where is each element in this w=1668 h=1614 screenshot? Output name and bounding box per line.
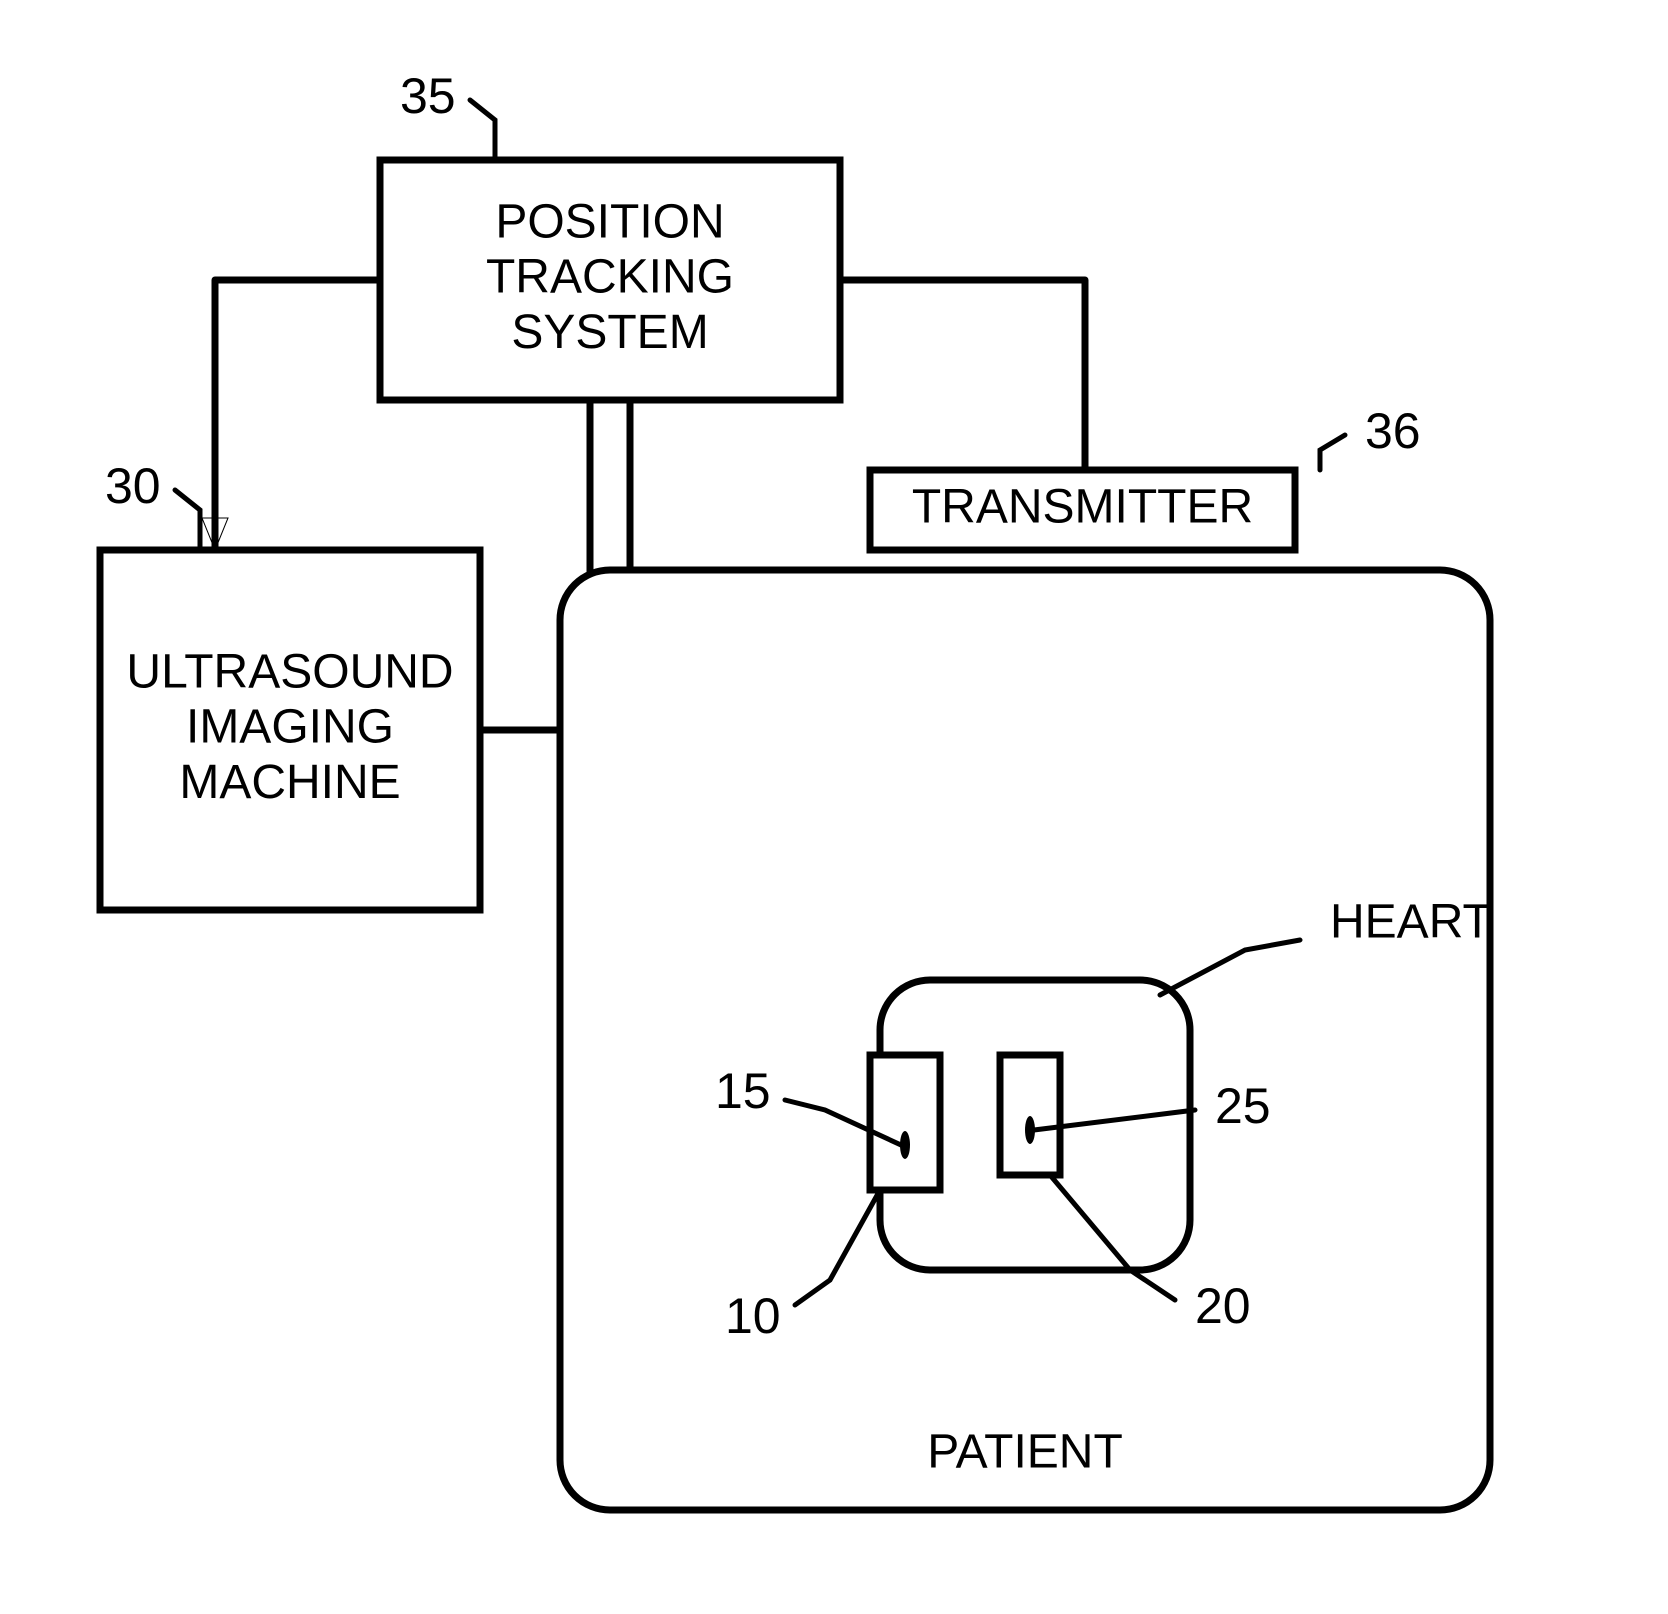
ref-20: 20 (1195, 1278, 1251, 1334)
label: ULTRASOUND (126, 645, 453, 698)
label: IMAGING (186, 701, 394, 754)
probe-left-box (870, 1055, 940, 1190)
label: TRACKING (486, 251, 734, 304)
label: MACHINE (179, 756, 400, 809)
probe-right-box (1000, 1055, 1060, 1175)
wire-pts-to-ultrasound (215, 280, 380, 550)
block-diagram: POSITIONTRACKINGSYSTEM TRANSMITTER ULTRASO… (0, 0, 1668, 1614)
label: POSITION (495, 195, 724, 248)
ref-35: 35 (400, 68, 456, 124)
ref-10: 10 (725, 1288, 781, 1344)
label-heart: HEART (1330, 896, 1492, 949)
label: TRANSMITTER (912, 481, 1253, 534)
leader-35 (470, 100, 495, 160)
leader-36 (1320, 435, 1345, 470)
wire-pts-to-transmitter (840, 280, 1085, 470)
ref-15: 15 (715, 1063, 771, 1119)
ref-25: 25 (1215, 1078, 1271, 1134)
ref-36: 36 (1365, 403, 1421, 459)
label: SYSTEM (511, 306, 708, 359)
ref-30: 30 (105, 458, 161, 514)
leader-30 (175, 490, 200, 550)
label-patient: PATIENT (927, 1426, 1123, 1479)
